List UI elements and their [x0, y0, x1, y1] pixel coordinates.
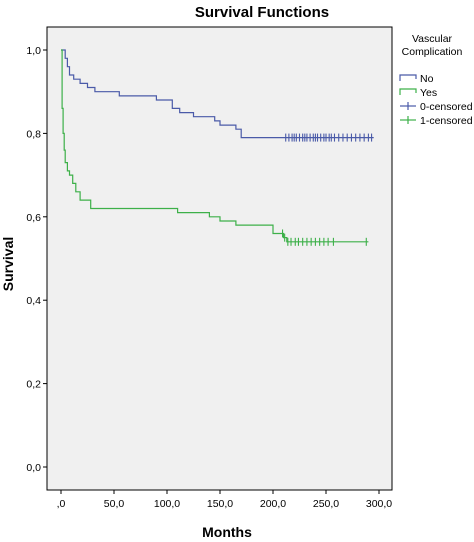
y-axis-title: Survival: [0, 237, 16, 291]
y-tick-label: 1,0: [26, 45, 41, 57]
legend-label: No: [420, 73, 434, 85]
y-tick-label: 0,8: [26, 128, 41, 140]
x-axis: ,0 50,0 100,0 150,0 200,0 250,0 300,0: [57, 490, 392, 510]
x-tick-label: ,0: [57, 498, 66, 510]
legend-swatch-line: [399, 88, 417, 95]
y-tick-label: 0,0: [26, 462, 41, 474]
legend-label: Yes: [420, 87, 437, 99]
x-axis-title: Months: [202, 524, 252, 540]
legend-label: 0-censored: [420, 101, 473, 113]
series-line-yes: [61, 49, 369, 243]
y-tick-label: 0,2: [26, 379, 41, 391]
x-tick-label: 50,0: [104, 498, 125, 510]
plot-area: [47, 27, 392, 490]
x-tick-label: 100,0: [154, 498, 180, 510]
legend-label: 1-censored: [420, 115, 473, 127]
legend-swatch-line: [399, 74, 417, 81]
series-line-no: [61, 49, 374, 139]
x-tick-label: 150,0: [207, 498, 233, 510]
x-tick-label: 250,0: [313, 498, 339, 510]
y-axis: 0,0 0,2 0,4 0,6 0,8 1,0: [26, 45, 47, 474]
y-tick-label: 0,6: [26, 212, 41, 224]
chart-marks: [61, 49, 374, 246]
legend-title-line: Complication: [402, 46, 463, 58]
x-tick-label: 300,0: [366, 498, 392, 510]
legend-title-line: Vascular: [412, 33, 453, 45]
x-tick-label: 200,0: [260, 498, 286, 510]
y-tick-label: 0,4: [26, 295, 41, 307]
chart-title: Survival Functions: [195, 4, 329, 21]
